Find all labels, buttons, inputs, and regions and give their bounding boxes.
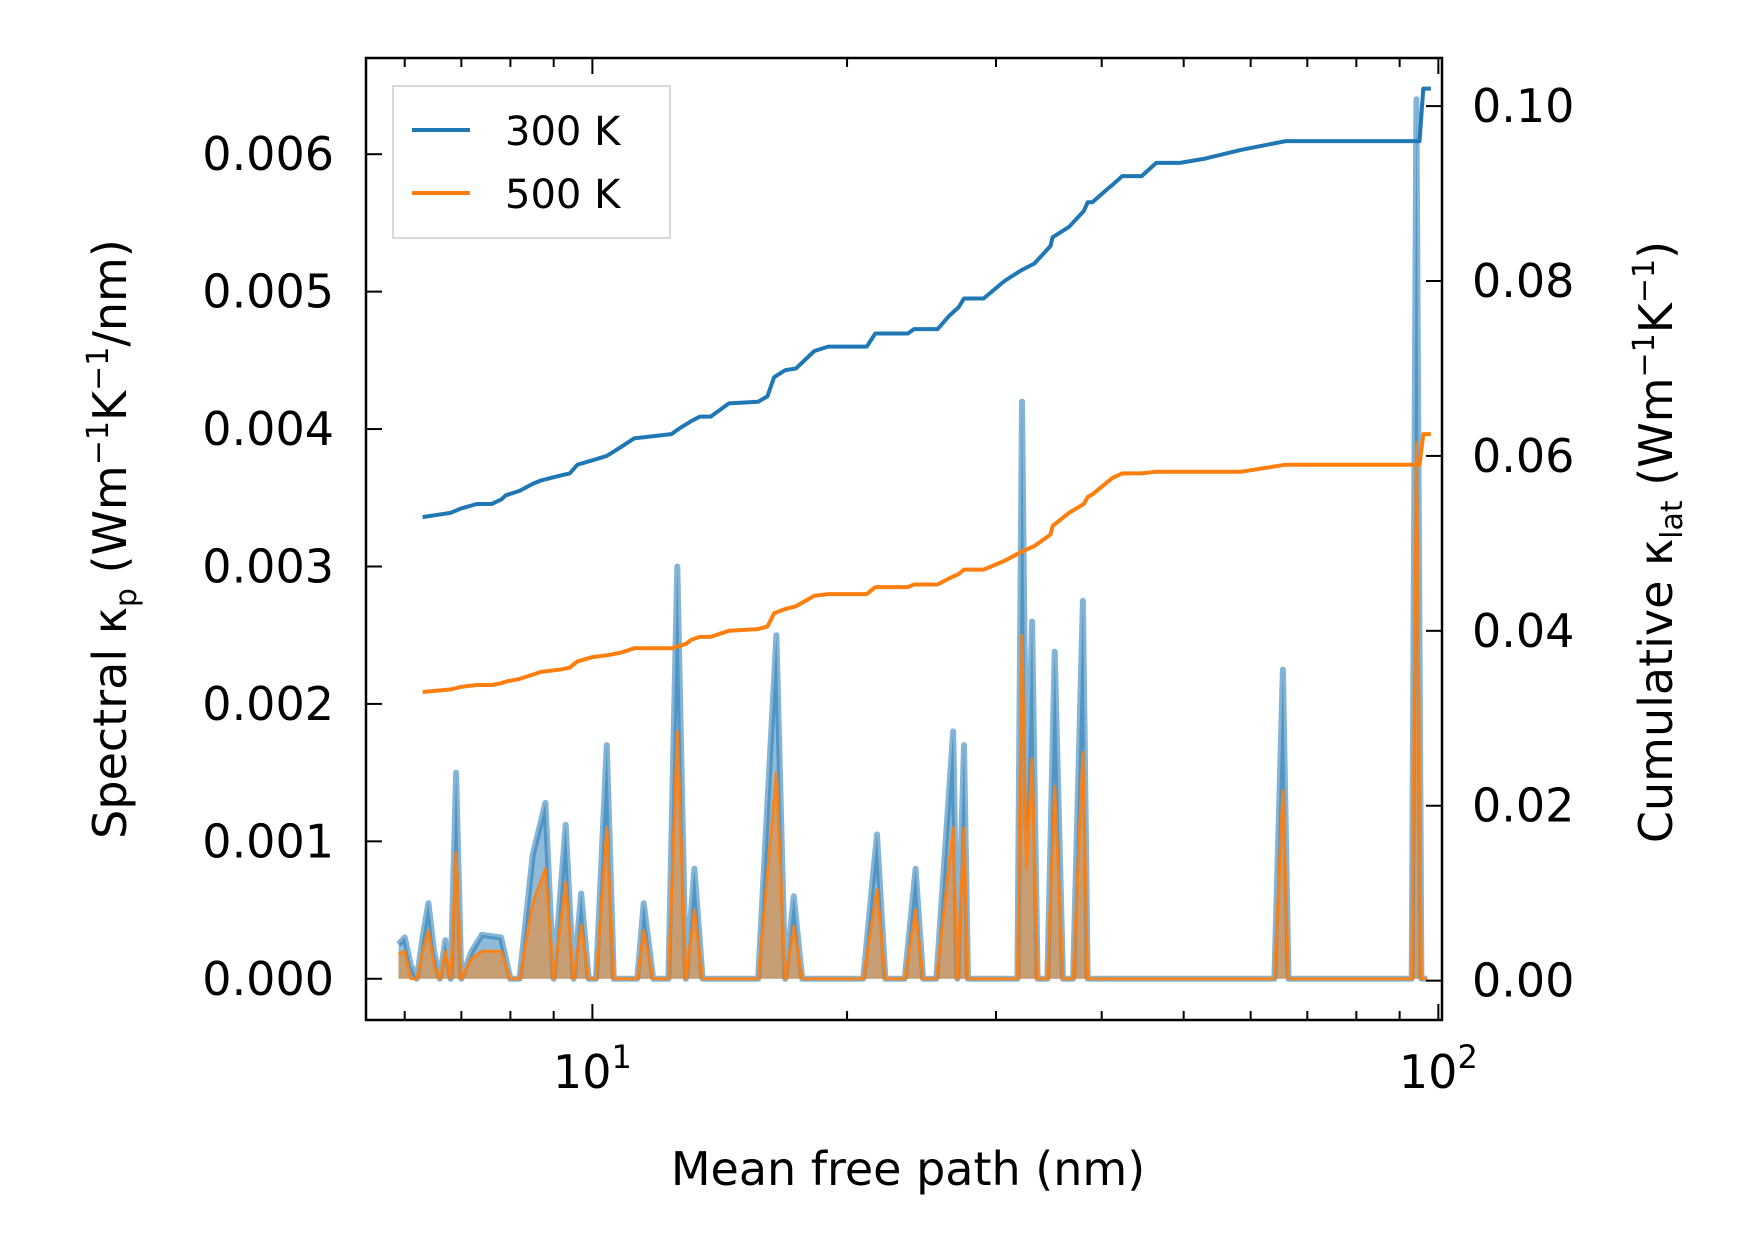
y-right-tick-label: 0.10 [1472, 79, 1574, 133]
y-left-tick-label: 0.002 [202, 677, 334, 731]
spectral-line-500k [397, 441, 1428, 981]
y-left-tick-label: 0.001 [202, 814, 334, 868]
y-left-tick-label: 0.005 [202, 265, 334, 319]
legend: 300 K 500 K [392, 85, 671, 239]
cumulative-line-300k [422, 86, 1431, 520]
y-left-tick-label: 0.004 [202, 402, 334, 456]
legend-label-500k: 500 K [505, 172, 622, 218]
cumulative-line-500k [422, 432, 1431, 694]
legend-frame [392, 85, 671, 239]
x-axis-title: Mean free path (nm) [671, 1142, 1145, 1196]
x-tick-label: 101 [553, 1038, 632, 1099]
y-right-tick-label: 0.04 [1472, 604, 1574, 658]
plot-area [396, 86, 1431, 982]
y-left-tick-label: 0.003 [202, 539, 334, 593]
legend-label-300k: 300 K [505, 109, 622, 155]
y-axis-right-title: Cumulative κlat (Wm−1K−1) [1627, 241, 1690, 843]
y-left-tick-label: 0.006 [202, 127, 334, 181]
y-right-tick-label: 0.08 [1472, 254, 1574, 308]
x-tick-label: 102 [1399, 1038, 1478, 1099]
y-axis-left-title: Spectral κp (Wm−1K−1/nm) [81, 239, 144, 839]
y-left-tick-label: 0.000 [202, 952, 334, 1006]
axes: 101 102 0.000 0.001 0.002 0.003 0.004 0.005 0.00… [202, 56, 1574, 1099]
y-right-tick-label: 0.02 [1472, 779, 1574, 833]
y-right-tick-label: 0.00 [1472, 954, 1574, 1008]
y-right-tick-label: 0.06 [1472, 429, 1574, 483]
axes-frame [364, 56, 1444, 1022]
